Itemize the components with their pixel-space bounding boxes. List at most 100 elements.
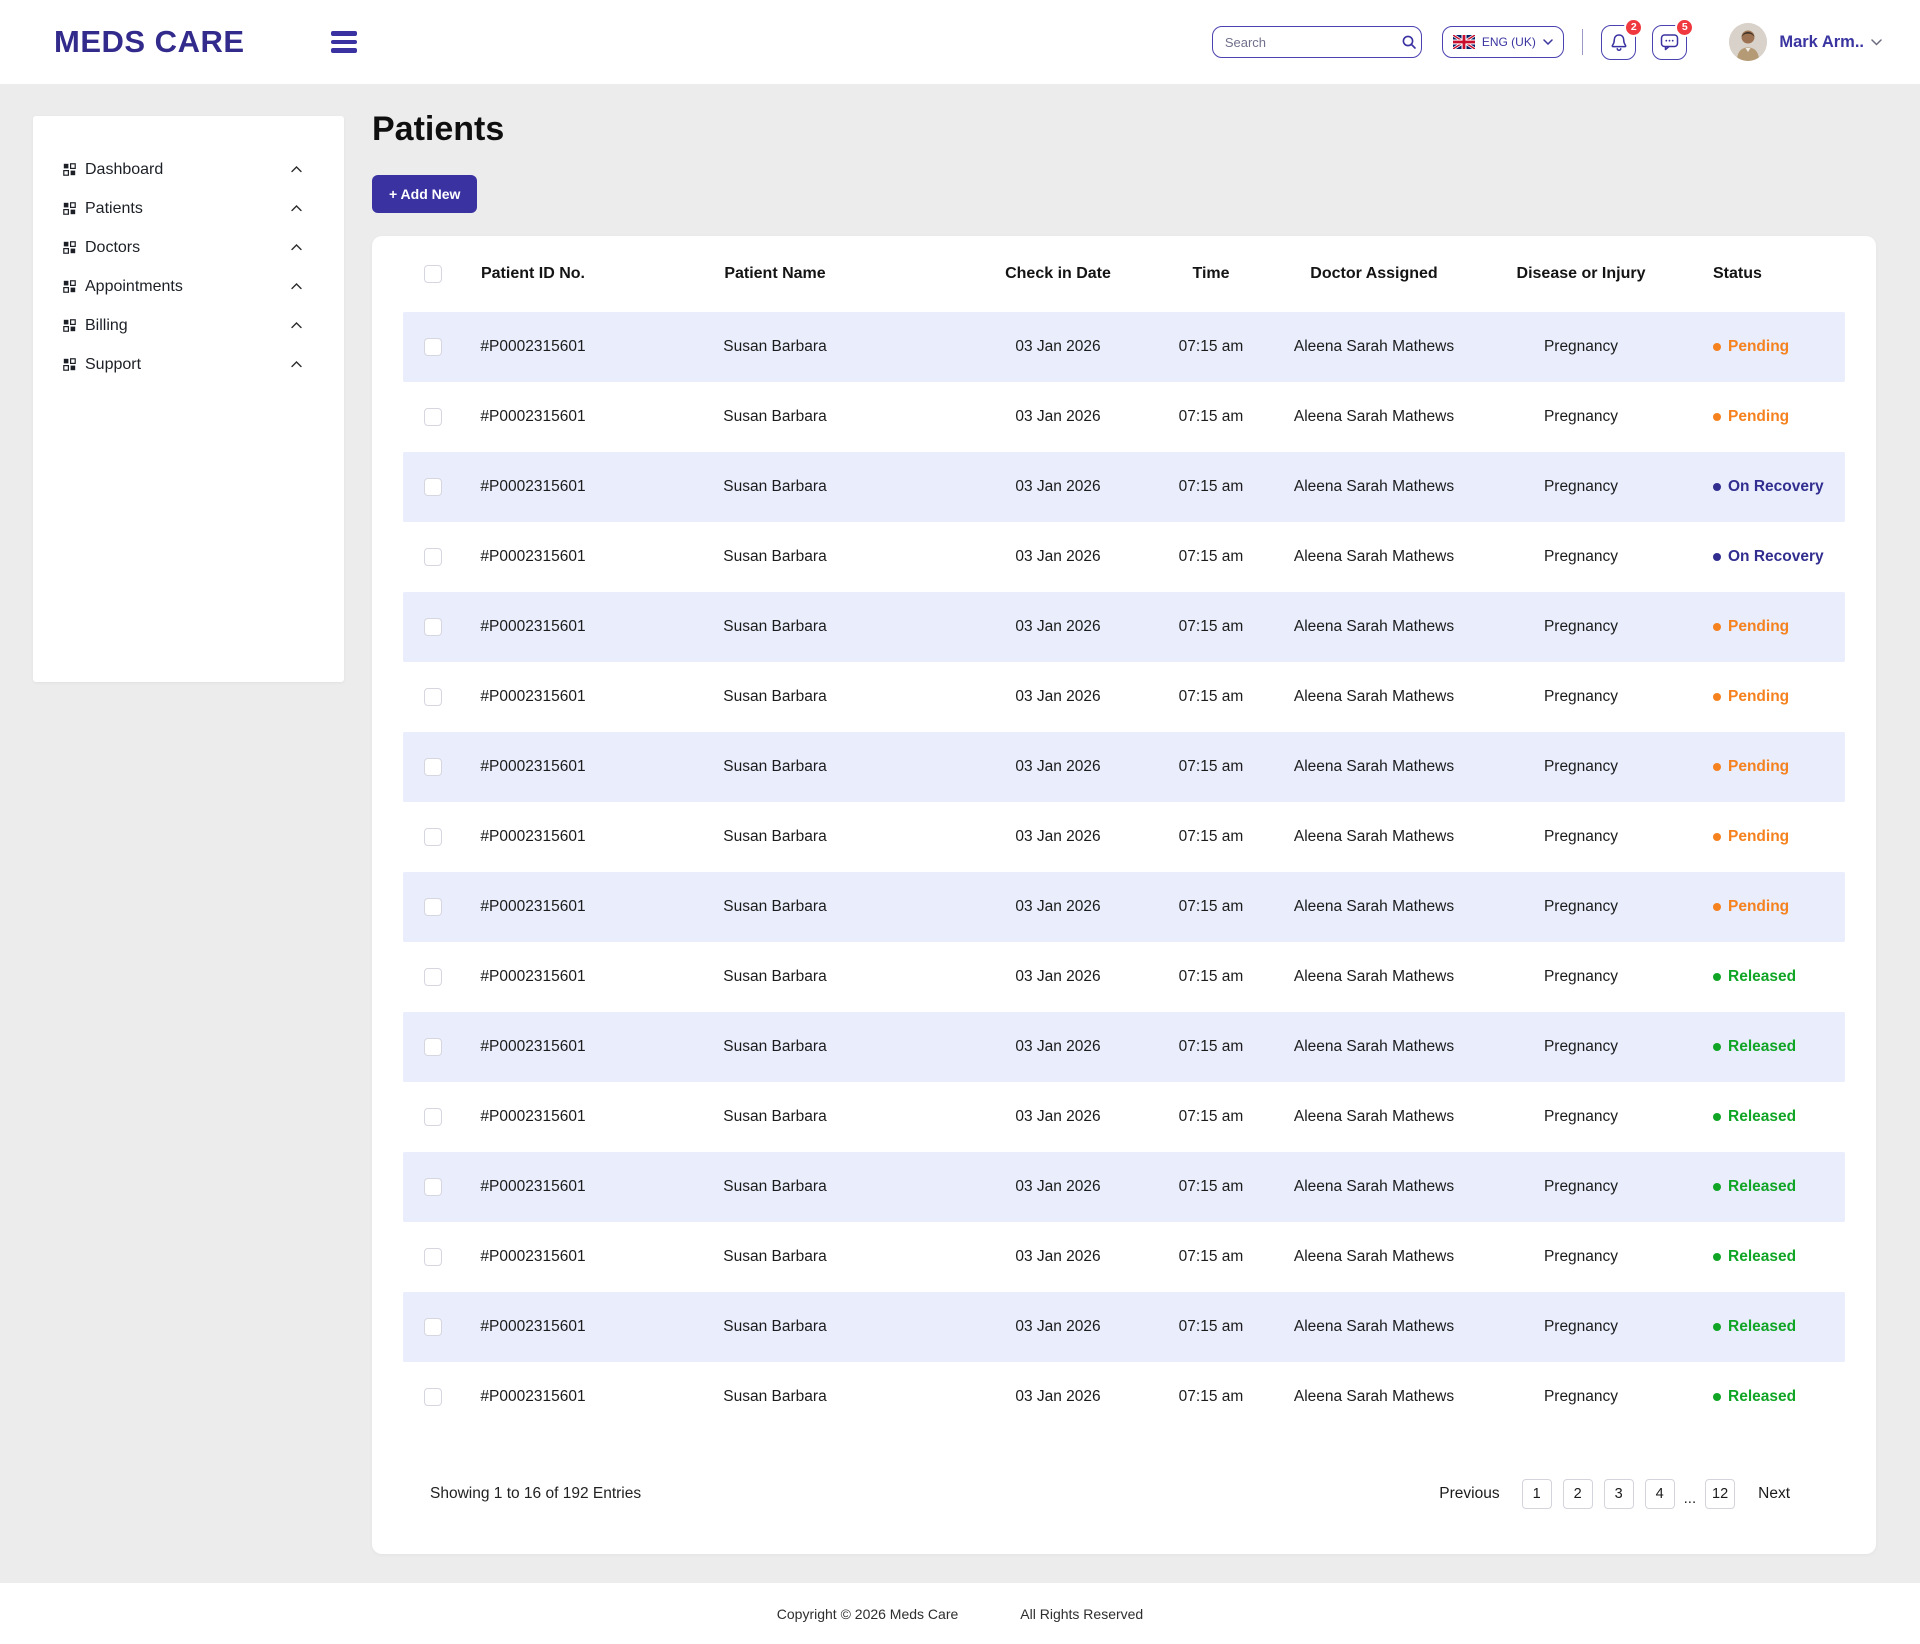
cell-doctor-assigned: Aleena Sarah Mathews [1253, 1388, 1495, 1406]
page-button-3[interactable]: 3 [1604, 1479, 1634, 1509]
table-row: #P0002315601Susan Barbara03 Jan 202607:1… [403, 732, 1845, 802]
cell-patient-id: #P0002315601 [463, 408, 603, 426]
next-page-link[interactable]: Next [1758, 1485, 1790, 1503]
select-all-checkbox[interactable] [424, 265, 442, 283]
row-checkbox[interactable] [424, 1038, 442, 1056]
cell-patient-name: Susan Barbara [603, 618, 947, 636]
row-checkbox[interactable] [424, 688, 442, 706]
cell-patient-id: #P0002315601 [463, 898, 603, 916]
row-checkbox[interactable] [424, 1178, 442, 1196]
table-row: #P0002315601Susan Barbara03 Jan 202607:1… [403, 1222, 1845, 1292]
sidebar-item-doctors[interactable]: Doctors [63, 228, 302, 267]
pagination-ellipsis: ... [1684, 1490, 1697, 1507]
search-input[interactable] [1225, 35, 1401, 50]
cell-time: 07:15 am [1169, 968, 1253, 986]
cell-patient-name: Susan Barbara [603, 758, 947, 776]
cell-doctor-assigned: Aleena Sarah Mathews [1253, 1178, 1495, 1196]
row-checkbox[interactable] [424, 968, 442, 986]
row-checkbox[interactable] [424, 408, 442, 426]
status-dot-icon [1713, 1113, 1721, 1121]
search-box[interactable] [1212, 26, 1422, 58]
sidebar-item-patients[interactable]: Patients [63, 189, 302, 228]
cell-doctor-assigned: Aleena Sarah Mathews [1253, 548, 1495, 566]
cell-checkin-date: 03 Jan 2026 [947, 1108, 1169, 1126]
sidebar-item-label: Patients [85, 200, 291, 218]
cell-patient-id: #P0002315601 [463, 618, 603, 636]
cell-patient-name: Susan Barbara [603, 1388, 947, 1406]
row-checkbox[interactable] [424, 618, 442, 636]
cell-doctor-assigned: Aleena Sarah Mathews [1253, 408, 1495, 426]
previous-page-link[interactable]: Previous [1439, 1485, 1499, 1503]
row-checkbox[interactable] [424, 548, 442, 566]
row-checkbox[interactable] [424, 758, 442, 776]
cell-time: 07:15 am [1169, 1108, 1253, 1126]
cell-time: 07:15 am [1169, 548, 1253, 566]
cell-disease: Pregnancy [1495, 338, 1667, 356]
row-checkbox[interactable] [424, 1248, 442, 1266]
cell-disease: Pregnancy [1495, 548, 1667, 566]
cell-patient-name: Susan Barbara [603, 408, 947, 426]
chevron-up-icon [291, 283, 302, 290]
page-button-2[interactable]: 2 [1563, 1479, 1593, 1509]
row-checkbox[interactable] [424, 898, 442, 916]
cell-patient-name: Susan Barbara [603, 1178, 947, 1196]
cell-checkin-date: 03 Jan 2026 [947, 338, 1169, 356]
language-selector[interactable]: ENG (UK) [1442, 26, 1564, 58]
sidebar-item-appointments[interactable]: Appointments [63, 267, 302, 306]
cell-patient-id: #P0002315601 [463, 548, 603, 566]
status-badge: Released [1667, 968, 1845, 986]
status-badge: Pending [1667, 898, 1845, 916]
cell-patient-id: #P0002315601 [463, 1318, 603, 1336]
row-checkbox[interactable] [424, 478, 442, 496]
table-row: #P0002315601Susan Barbara03 Jan 202607:1… [403, 1292, 1845, 1362]
row-checkbox[interactable] [424, 828, 442, 846]
table-body: #P0002315601Susan Barbara03 Jan 202607:1… [403, 312, 1845, 1432]
cell-time: 07:15 am [1169, 1038, 1253, 1056]
cell-time: 07:15 am [1169, 828, 1253, 846]
hamburger-menu-icon[interactable] [331, 31, 357, 53]
cell-time: 07:15 am [1169, 408, 1253, 426]
cell-checkin-date: 03 Jan 2026 [947, 968, 1169, 986]
row-checkbox[interactable] [424, 338, 442, 356]
status-badge: Released [1667, 1038, 1845, 1056]
search-icon[interactable] [1401, 34, 1417, 50]
user-name[interactable]: Mark Arm.. [1779, 33, 1864, 52]
add-new-button[interactable]: + Add New [372, 175, 477, 213]
cell-doctor-assigned: Aleena Sarah Mathews [1253, 688, 1495, 706]
status-dot-icon [1713, 413, 1721, 421]
cell-patient-id: #P0002315601 [463, 828, 603, 846]
page-button-12[interactable]: 12 [1705, 1479, 1735, 1509]
avatar[interactable] [1729, 23, 1767, 61]
status-dot-icon [1713, 1253, 1721, 1261]
entries-summary: Showing 1 to 16 of 192 Entries [430, 1485, 641, 1503]
row-checkbox[interactable] [424, 1388, 442, 1406]
sidebar-item-support[interactable]: Support [63, 345, 302, 384]
cell-doctor-assigned: Aleena Sarah Mathews [1253, 968, 1495, 986]
cell-checkin-date: 03 Jan 2026 [947, 758, 1169, 776]
status-dot-icon [1713, 483, 1721, 491]
table-row: #P0002315601Susan Barbara03 Jan 202607:1… [403, 662, 1845, 732]
column-header-time: Time [1169, 265, 1253, 283]
row-checkbox[interactable] [424, 1108, 442, 1126]
messages-button[interactable]: 5 [1652, 25, 1687, 60]
cell-checkin-date: 03 Jan 2026 [947, 898, 1169, 916]
status-badge: Pending [1667, 618, 1845, 636]
chat-icon [1660, 33, 1679, 51]
sidebar-item-dashboard[interactable]: Dashboard [63, 150, 302, 189]
cell-disease: Pregnancy [1495, 758, 1667, 776]
row-checkbox[interactable] [424, 1318, 442, 1336]
grid-icon [63, 358, 76, 371]
page-title: Patients [372, 110, 504, 149]
page-button-4[interactable]: 4 [1645, 1479, 1675, 1509]
sidebar-item-billing[interactable]: Billing [63, 306, 302, 345]
notifications-button[interactable]: 2 [1601, 25, 1636, 60]
page-button-1[interactable]: 1 [1522, 1479, 1552, 1509]
status-badge: On Recovery [1667, 478, 1845, 496]
cell-patient-name: Susan Barbara [603, 688, 947, 706]
status-dot-icon [1713, 693, 1721, 701]
cell-checkin-date: 03 Jan 2026 [947, 1248, 1169, 1266]
cell-doctor-assigned: Aleena Sarah Mathews [1253, 478, 1495, 496]
user-chevron-down-icon[interactable] [1871, 39, 1882, 46]
column-header-patient-name: Patient Name [603, 265, 947, 283]
chevron-up-icon [291, 361, 302, 368]
